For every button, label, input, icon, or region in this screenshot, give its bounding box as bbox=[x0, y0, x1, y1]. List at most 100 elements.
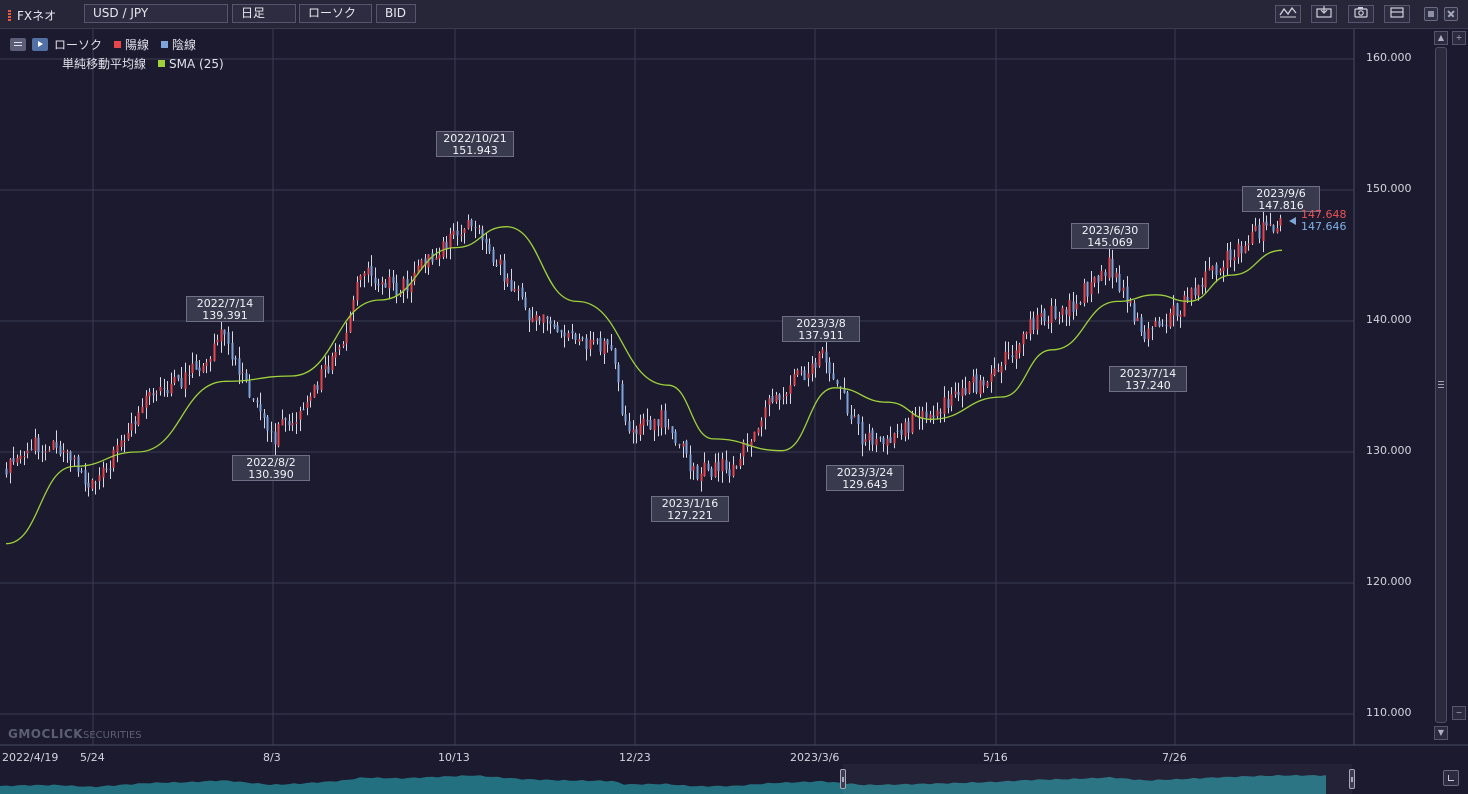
price-type-selector[interactable]: BID bbox=[376, 4, 416, 23]
candle-up bbox=[760, 420, 763, 427]
zoom-out-button[interactable]: − bbox=[1452, 706, 1466, 720]
candle-down bbox=[882, 437, 885, 444]
candle-up bbox=[1000, 365, 1003, 373]
candle-down bbox=[528, 309, 531, 321]
candle-up bbox=[309, 396, 312, 401]
candle-down bbox=[900, 429, 903, 435]
candle-down bbox=[231, 342, 234, 360]
y-tick-label: 160.000 bbox=[1366, 51, 1412, 64]
candle-up bbox=[116, 445, 119, 453]
scroll-down-button[interactable]: ▼ bbox=[1434, 726, 1448, 740]
candle-up bbox=[1211, 266, 1214, 271]
candle-up bbox=[184, 372, 187, 389]
candle-up bbox=[732, 464, 735, 477]
zoom-in-button[interactable]: + bbox=[1452, 31, 1466, 45]
candle-down bbox=[1043, 310, 1046, 322]
candle-up bbox=[102, 467, 105, 478]
candle-up bbox=[531, 318, 534, 322]
fit-range-button[interactable] bbox=[1443, 770, 1459, 786]
candle-up bbox=[62, 450, 65, 452]
close-button[interactable] bbox=[1444, 7, 1458, 21]
candle-down bbox=[1011, 355, 1014, 358]
scroll-thumb[interactable] bbox=[1435, 47, 1447, 723]
candle-down bbox=[571, 331, 574, 334]
navigator-left-handle[interactable] bbox=[840, 769, 846, 789]
candle-up bbox=[417, 265, 420, 274]
candle-down bbox=[1161, 324, 1164, 326]
drawing-tools-button[interactable] bbox=[1275, 5, 1301, 23]
price-chart[interactable] bbox=[0, 29, 1468, 794]
candle-up bbox=[768, 398, 771, 405]
price-axis[interactable]: 160.000 150.000 140.000 130.000 120.000 … bbox=[1359, 29, 1432, 745]
navigator-right-handle[interactable] bbox=[1349, 769, 1355, 789]
candle-down bbox=[939, 412, 942, 414]
candle-down bbox=[671, 426, 674, 434]
candle-up bbox=[929, 414, 932, 419]
candle-down bbox=[392, 276, 395, 284]
candle-down bbox=[1086, 281, 1089, 297]
candle-down bbox=[105, 468, 108, 470]
candle-up bbox=[703, 462, 706, 477]
candle-up bbox=[463, 229, 466, 233]
symbol-selector[interactable]: USD / JPY bbox=[84, 4, 228, 23]
screenshot-button[interactable] bbox=[1348, 5, 1374, 23]
candle-down bbox=[846, 392, 849, 414]
candle-down bbox=[871, 430, 874, 445]
callout-low: 2023/3/24 129.643 bbox=[826, 465, 904, 491]
candle-down bbox=[546, 316, 549, 320]
candle-down bbox=[492, 249, 495, 263]
candle-up bbox=[137, 412, 140, 426]
candle-down bbox=[94, 482, 97, 484]
chart-type-selector[interactable]: ローソク bbox=[299, 4, 372, 23]
candle-up bbox=[299, 411, 302, 420]
candle-down bbox=[1240, 245, 1243, 254]
candle-up bbox=[911, 414, 914, 433]
candle-down bbox=[1151, 328, 1154, 330]
expand-arrow-icon[interactable] bbox=[32, 38, 48, 51]
candle-down bbox=[395, 282, 398, 297]
candle-up bbox=[506, 278, 509, 284]
x-tick-label: 5/16 bbox=[983, 751, 1008, 764]
candle-up bbox=[1219, 270, 1222, 273]
candle-down bbox=[163, 388, 166, 390]
candle-up bbox=[1075, 303, 1078, 310]
x-tick-label: 12/23 bbox=[619, 751, 651, 764]
candle-down bbox=[957, 391, 960, 395]
candle-down bbox=[521, 287, 524, 298]
candle-down bbox=[195, 361, 198, 370]
candle-up bbox=[821, 349, 824, 354]
candle-up bbox=[811, 363, 814, 374]
indicator-button[interactable] bbox=[1311, 5, 1337, 23]
candle-down bbox=[1186, 296, 1189, 301]
candle-up bbox=[202, 365, 205, 372]
candle-up bbox=[413, 272, 416, 282]
callout-value: 145.069 bbox=[1087, 236, 1133, 249]
scroll-up-button[interactable]: ▲ bbox=[1434, 31, 1448, 45]
window-button[interactable] bbox=[1384, 5, 1410, 23]
candle-up bbox=[449, 233, 452, 248]
candle-up bbox=[639, 423, 642, 436]
candle-up bbox=[52, 440, 55, 450]
up-swatch bbox=[114, 41, 122, 48]
candle-up bbox=[893, 433, 896, 444]
candle-up bbox=[1279, 218, 1282, 226]
candle-down bbox=[12, 458, 15, 462]
candle-down bbox=[982, 380, 985, 386]
candle-down bbox=[152, 393, 155, 396]
candle-down bbox=[252, 398, 255, 400]
comment-icon[interactable] bbox=[10, 38, 26, 51]
candle-up bbox=[642, 418, 645, 426]
maximize-button[interactable] bbox=[1424, 7, 1438, 21]
candle-up bbox=[48, 449, 51, 451]
legend-row-ma: 単純移動平均線 SMA (25) bbox=[10, 56, 224, 75]
candle-up bbox=[1025, 332, 1028, 335]
maximize-icon bbox=[1428, 11, 1434, 17]
price-scrollbar[interactable]: ▲ ▼ bbox=[1432, 29, 1450, 745]
candle-down bbox=[585, 338, 588, 350]
candle-down bbox=[707, 463, 710, 470]
callout-high: 2022/7/14 139.391 bbox=[186, 296, 264, 322]
candle-down bbox=[825, 351, 828, 363]
candle-down bbox=[657, 419, 660, 426]
timeframe-selector[interactable]: 日足 bbox=[232, 4, 296, 23]
candle-down bbox=[664, 410, 667, 428]
